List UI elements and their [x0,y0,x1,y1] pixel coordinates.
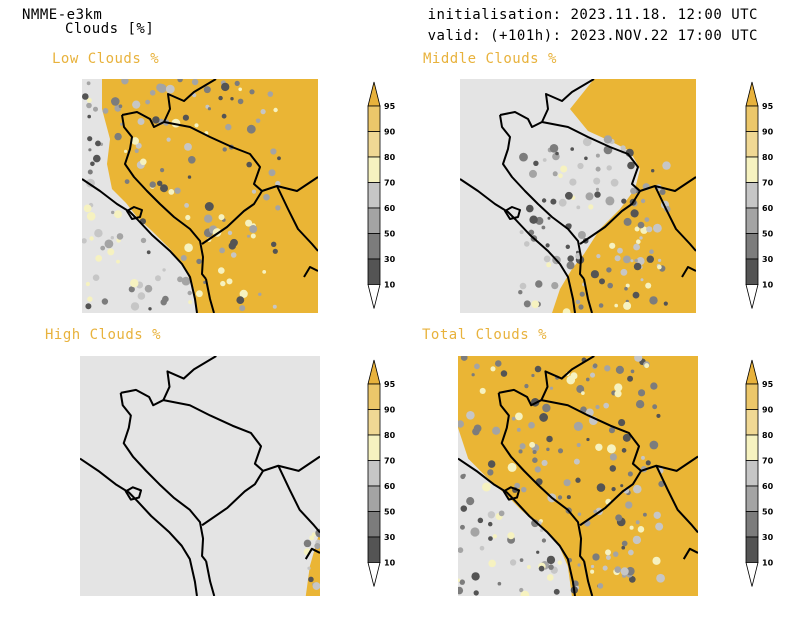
colorbar-tick-label: 80 [762,153,774,162]
colorbar-tick-label: 50 [384,508,396,517]
colorbar-low: 95 90 80 70 60 50 30 10 [367,81,396,309]
model-name: NMME-e3km [22,7,103,23]
colorbar-tick-label: 80 [384,153,396,162]
map-total-clouds [458,356,698,596]
colorbar-tick-label: 60 [384,482,396,491]
colorbar-tick-label: 95 [762,380,774,389]
valid-time: valid: (+101h): 2023.NOV.22 17:00 UTC [427,28,758,44]
map-high-clouds [80,356,320,596]
colorbar-tick-label: 10 [384,281,396,290]
colorbar-tick-label: 10 [762,559,774,568]
colorbar-tick-label: 95 [384,380,396,389]
colorbar-tick-label: 90 [384,406,396,415]
colorbar-tick-label: 80 [384,431,396,440]
colorbar-tick-label: 60 [762,204,774,213]
colorbar-middle: 95 90 80 70 60 50 30 10 [745,81,774,309]
panel-title-low: Low Clouds % [52,51,160,67]
colorbar-tick-label: 70 [384,457,396,466]
colorbar-tick-label: 10 [384,559,396,568]
colorbar-high: 95 90 80 70 60 50 30 10 [367,359,396,587]
colorbar-tick-label: 30 [384,533,396,542]
colorbar-tick-label: 60 [384,204,396,213]
colorbar-tick-label: 90 [762,128,774,137]
field-label: Clouds [%] [65,21,155,37]
colorbar-tick-label: 95 [762,102,774,111]
panel-title-high: High Clouds % [45,327,162,343]
colorbar-tick-label: 80 [762,431,774,440]
colorbar-total: 95 90 80 70 60 50 30 10 [745,359,774,587]
colorbar-tick-label: 60 [762,482,774,491]
colorbar-tick-label: 30 [762,255,774,264]
colorbar-tick-label: 70 [762,457,774,466]
map-middle-clouds [460,79,696,313]
map-low-clouds [82,79,318,313]
colorbar-tick-label: 30 [762,533,774,542]
colorbar-tick-label: 50 [762,230,774,239]
colorbar-tick-label: 30 [384,255,396,264]
panel-title-middle: Middle Clouds % [423,51,557,67]
colorbar-tick-label: 95 [384,102,396,111]
colorbar-tick-label: 70 [384,179,396,188]
panel-title-total: Total Clouds % [422,327,548,343]
colorbar-tick-label: 70 [762,179,774,188]
colorbar-tick-label: 90 [384,128,396,137]
colorbar-tick-label: 10 [762,281,774,290]
colorbar-tick-label: 90 [762,406,774,415]
init-time: initialisation: 2023.11.18. 12:00 UTC [427,7,758,23]
colorbar-tick-label: 50 [384,230,396,239]
colorbar-tick-label: 50 [762,508,774,517]
